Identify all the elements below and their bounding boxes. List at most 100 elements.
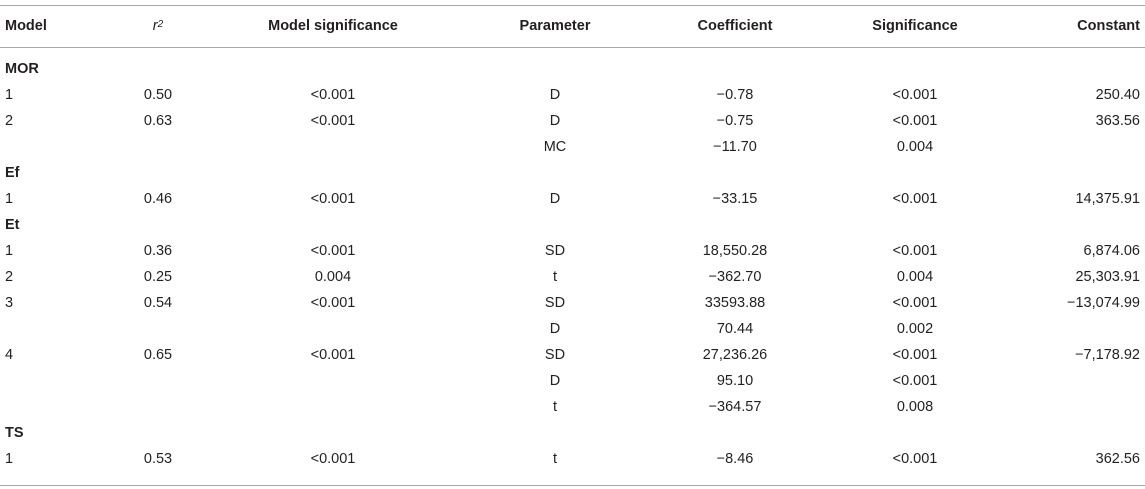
cell-constant (985, 134, 1140, 160)
cell-model-significance: <0.001 (310, 87, 356, 103)
section-row-et: Et (0, 212, 1145, 238)
cell-coefficient: −0.75 (716, 113, 754, 129)
cell-parameter: SD (544, 243, 566, 259)
header-rule (0, 47, 1145, 48)
cell-significance: <0.001 (892, 243, 938, 259)
cell-significance: <0.001 (892, 191, 938, 207)
cell-coefficient: 33593.88 (704, 295, 766, 311)
top-rule (0, 5, 1145, 6)
cell-model: 4 (5, 347, 14, 363)
cell-model-significance (248, 368, 418, 394)
cell-model-significance: <0.001 (310, 243, 356, 259)
cell-model: 1 (5, 87, 14, 103)
cell-model-significance: <0.001 (310, 295, 356, 311)
cell-significance: 0.004 (896, 269, 934, 285)
cell-significance: <0.001 (892, 347, 938, 363)
cell-significance: 0.004 (896, 139, 934, 155)
cell-significance: 0.008 (896, 399, 934, 415)
cell-coefficient: −33.15 (712, 191, 758, 207)
cell-model: 3 (5, 295, 14, 311)
cell-constant (985, 394, 1140, 420)
header-parameter: Parameter (519, 18, 591, 34)
cell-constant: 250.40 (1095, 87, 1140, 103)
section-row-ef: Ef (0, 160, 1145, 186)
table-row: 1 0.53 <0.001 t −8.46 <0.001 362.56 (0, 446, 1145, 472)
cell-r2: 0.63 (143, 113, 173, 129)
cell-model-significance: <0.001 (310, 451, 356, 467)
cell-model: 2 (5, 269, 14, 285)
table-row: 1 0.50 <0.001 D −0.78 <0.001 250.40 (0, 82, 1145, 108)
cell-parameter: D (549, 87, 561, 103)
cell-r2: 0.54 (143, 295, 173, 311)
cell-significance: <0.001 (892, 87, 938, 103)
cell-r2: 0.46 (143, 191, 173, 207)
cell-significance: 0.002 (896, 321, 934, 337)
cell-parameter: SD (544, 347, 566, 363)
table-row: 2 0.63 <0.001 D −0.75 <0.001 363.56 (0, 108, 1145, 134)
section-row-mor: MOR (0, 56, 1145, 82)
cell-model-significance (248, 134, 418, 160)
table-row: 2 0.25 0.004 t −362.70 0.004 25,303.91 (0, 264, 1145, 290)
cell-constant: 14,375.91 (1075, 191, 1140, 207)
table-row: 1 0.46 <0.001 D −33.15 <0.001 14,375.91 (0, 186, 1145, 212)
cell-model-significance: 0.004 (314, 269, 352, 285)
cell-model: 1 (5, 451, 14, 467)
cell-constant (985, 316, 1140, 342)
cell-coefficient: −0.78 (716, 87, 754, 103)
section-label: Ef (5, 165, 20, 181)
cell-r2 (113, 134, 203, 160)
cell-constant (985, 368, 1140, 394)
cell-parameter: D (549, 321, 561, 337)
table-row: 1 0.36 <0.001 SD 18,550.28 <0.001 6,874.… (0, 238, 1145, 264)
cell-model-significance: <0.001 (310, 113, 356, 129)
cell-model-significance (248, 316, 418, 342)
cell-r2 (113, 368, 203, 394)
cell-model-significance (248, 394, 418, 420)
table-row: D 95.10 <0.001 (0, 368, 1145, 394)
header-constant: Constant (1077, 18, 1140, 34)
cell-coefficient: 70.44 (716, 321, 754, 337)
cell-constant: 363.56 (1095, 113, 1140, 129)
cell-r2: 0.25 (143, 269, 173, 285)
cell-model-significance: <0.001 (310, 347, 356, 363)
cell-coefficient: −364.57 (708, 399, 762, 415)
header-r-base: r (152, 18, 158, 34)
cell-coefficient: −8.46 (716, 451, 754, 467)
cell-constant: 6,874.06 (1083, 243, 1140, 259)
section-label: TS (5, 425, 24, 441)
section-label: MOR (5, 61, 39, 77)
cell-parameter: D (549, 191, 561, 207)
cell-constant: −13,074.99 (1067, 295, 1140, 311)
cell-parameter: t (552, 269, 558, 285)
cell-significance: <0.001 (892, 451, 938, 467)
cell-r2: 0.53 (143, 451, 173, 467)
cell-constant: −7,178.92 (1075, 347, 1140, 363)
cell-significance: <0.001 (892, 373, 938, 389)
header-significance: Significance (872, 18, 958, 34)
cell-coefficient: 95.10 (716, 373, 754, 389)
header-model-significance: Model significance (268, 18, 398, 34)
cell-r2: 0.65 (143, 347, 173, 363)
cell-parameter: D (549, 373, 561, 389)
section-label: Et (5, 217, 20, 233)
cell-coefficient: −11.70 (713, 139, 757, 155)
cell-model (5, 316, 105, 342)
bottom-rule (0, 485, 1145, 486)
cell-model-significance: <0.001 (310, 191, 356, 207)
cell-r2: 0.50 (143, 87, 173, 103)
cell-significance: <0.001 (892, 295, 938, 311)
cell-coefficient: −362.70 (708, 269, 762, 285)
table-row: t −364.57 0.008 (0, 394, 1145, 420)
table-row: MC −11.70 0.004 (0, 134, 1145, 160)
header-model: Model (5, 18, 47, 34)
cell-parameter: t (552, 451, 558, 467)
cell-coefficient: 18,550.28 (702, 243, 768, 259)
cell-significance: <0.001 (892, 113, 938, 129)
cell-constant: 362.56 (1095, 451, 1140, 467)
table-row: 3 0.54 <0.001 SD 33593.88 <0.001 −13,074… (0, 290, 1145, 316)
cell-parameter: t (552, 399, 558, 415)
cell-r2 (113, 394, 203, 420)
cell-constant: 25,303.91 (1075, 269, 1140, 285)
